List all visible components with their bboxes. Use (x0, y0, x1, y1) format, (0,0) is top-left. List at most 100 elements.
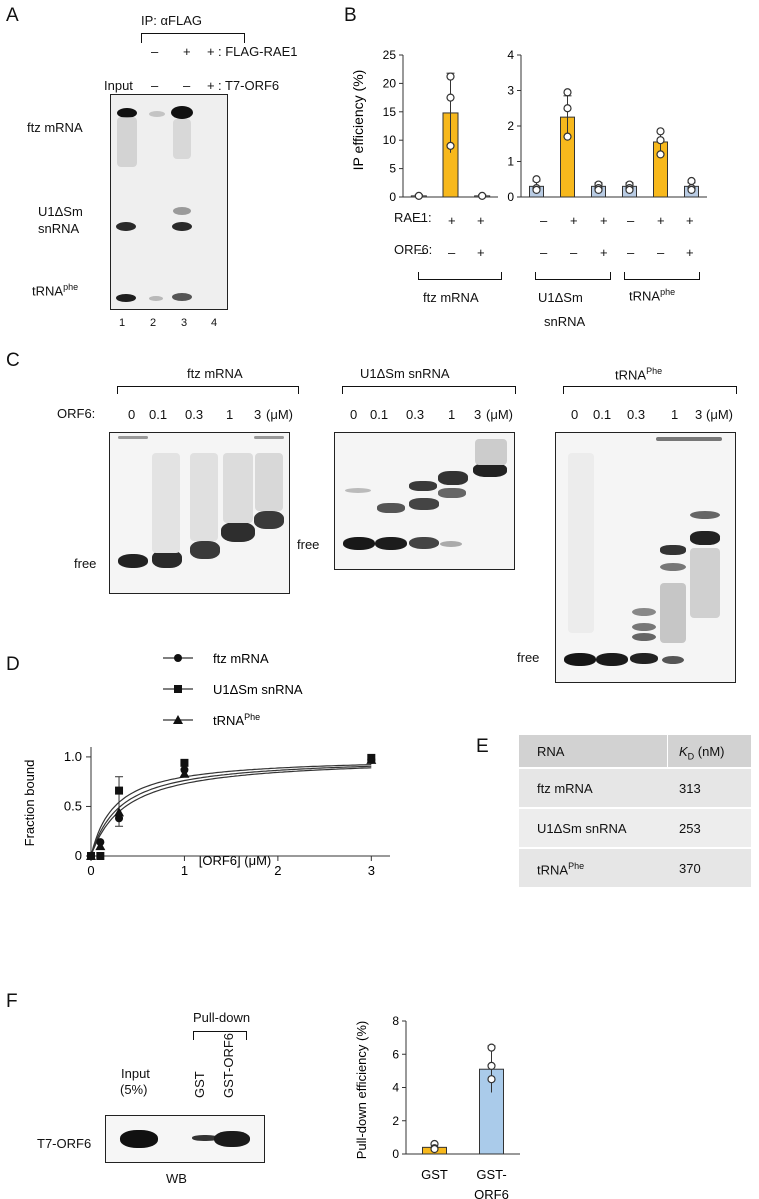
orf6-sign: + (686, 245, 694, 260)
conc-u1-0: 0 (350, 407, 358, 422)
panel-letter-c: C (6, 350, 20, 371)
orf6-sign: – (627, 245, 635, 260)
kd-cell-value: 253 (679, 821, 701, 836)
x-tick-label: 2 (274, 863, 281, 875)
band (152, 550, 182, 568)
band-smear (117, 117, 137, 167)
blot-a-label-trna: tRNAphe (32, 282, 79, 299)
panel-d-xlabel: [ORF6] (μM) (199, 853, 271, 868)
band (660, 563, 686, 571)
panel-b-ftz-plot: 0 5 10 15 20 25 (383, 48, 498, 204)
panel-letter-a: A (6, 5, 19, 26)
blot-panel-a (110, 94, 228, 310)
band (149, 111, 165, 117)
blot-a-label-u1-line2: snRNA (38, 221, 80, 236)
data-point-triangle (86, 851, 96, 860)
band (690, 511, 720, 519)
gel-ftz (109, 432, 290, 594)
data-point (446, 93, 455, 102)
data-point (563, 88, 572, 97)
y-tick-label: 25 (383, 48, 397, 62)
conc-trna-unit: (μM) (706, 407, 733, 422)
free-label-u1: free (297, 537, 320, 552)
band (409, 498, 439, 510)
data-point (487, 1043, 496, 1052)
t7-orf6-label: : T7-ORF6 (218, 78, 280, 93)
band (564, 653, 596, 666)
x-tick-label: GST (421, 1167, 448, 1182)
band-smear (190, 453, 218, 541)
kd-table: RNA KD (nM) ftz mRNA 313 U1ΔSm snRNA 253… (519, 735, 751, 891)
flag-sign-4: + (207, 44, 215, 59)
legend-label: ftz mRNA (213, 651, 269, 666)
rae1-sign: + (570, 213, 578, 228)
conc-ftz-2: 0.3 (185, 407, 204, 422)
group-bracket-trna (624, 272, 700, 280)
blot-a-label-ftz: ftz mRNA (27, 120, 83, 135)
band (192, 1135, 218, 1141)
band-smear (173, 119, 191, 159)
data-point (594, 185, 603, 194)
band (118, 554, 148, 568)
gel-trna (555, 432, 736, 683)
gel-title-u1: U1ΔSm snRNA (360, 366, 450, 381)
gel-u1 (334, 432, 515, 570)
y-tick-label: 6 (392, 1047, 399, 1061)
data-point-triangle (366, 754, 377, 764)
band (632, 623, 656, 631)
band (149, 296, 163, 301)
data-point-square (115, 786, 124, 795)
band (172, 293, 192, 301)
data-point (414, 191, 423, 200)
y-tick-label: 0.5 (64, 798, 82, 813)
band (662, 656, 684, 664)
y-tick-label: 4 (507, 48, 514, 62)
data-point-square (174, 685, 182, 693)
band (690, 531, 720, 545)
data-point-triangle (95, 841, 106, 851)
data-point (625, 185, 634, 194)
y-tick-label: 2 (392, 1114, 399, 1128)
band (630, 653, 658, 664)
western-blot (105, 1115, 265, 1163)
band (116, 222, 136, 231)
y-tick-label: 2 (507, 119, 514, 133)
band (221, 522, 255, 542)
gst-lane-label: GST (192, 1071, 207, 1098)
conc-trna-1: 0.1 (593, 407, 612, 422)
conc-ftz-0: 0 (128, 407, 136, 422)
y-tick-label: 0 (392, 1147, 399, 1161)
data-point (563, 132, 572, 141)
conc-ftz-1: 0.1 (149, 407, 168, 422)
lane-number-4: 4 (211, 317, 218, 329)
data-point-triangle (179, 768, 190, 778)
band-smear (255, 453, 283, 511)
rae1-sign: + (657, 213, 665, 228)
y-tick-label: 1 (507, 155, 514, 169)
rae1-label: RAE1: (394, 210, 432, 225)
conc-trna-2: 0.3 (627, 407, 646, 422)
lane-number-2: 2 (150, 317, 157, 329)
conc-trna-3: 1 (671, 407, 679, 422)
y-tick-label: 4 (392, 1081, 399, 1095)
panel-b-u1-trna-plot: 0 1 2 3 4 (507, 48, 707, 204)
group-bracket-u1 (535, 272, 611, 280)
conc-ftz-4: 3 (254, 407, 262, 422)
y-tick-label: 10 (383, 133, 397, 147)
band (120, 1130, 158, 1148)
free-label-trna: free (517, 650, 540, 665)
orf6-conc-label: ORF6: (57, 406, 96, 421)
kd-row-ftz: ftz mRNA 313 (519, 769, 751, 807)
gel-title-ftz: ftz mRNA (187, 366, 243, 381)
data-point (563, 104, 572, 113)
band (214, 1131, 250, 1147)
rae1-sign: + (686, 213, 694, 228)
fit-curve (90, 765, 372, 857)
ip-label: IP: αFLAG (141, 13, 202, 28)
y-tick-label: 0 (75, 848, 82, 863)
rae1-sign: + (448, 213, 456, 228)
free-label-ftz: free (74, 556, 97, 571)
band-smear (568, 453, 594, 633)
data-point-triangle (173, 715, 183, 724)
band (438, 471, 468, 485)
